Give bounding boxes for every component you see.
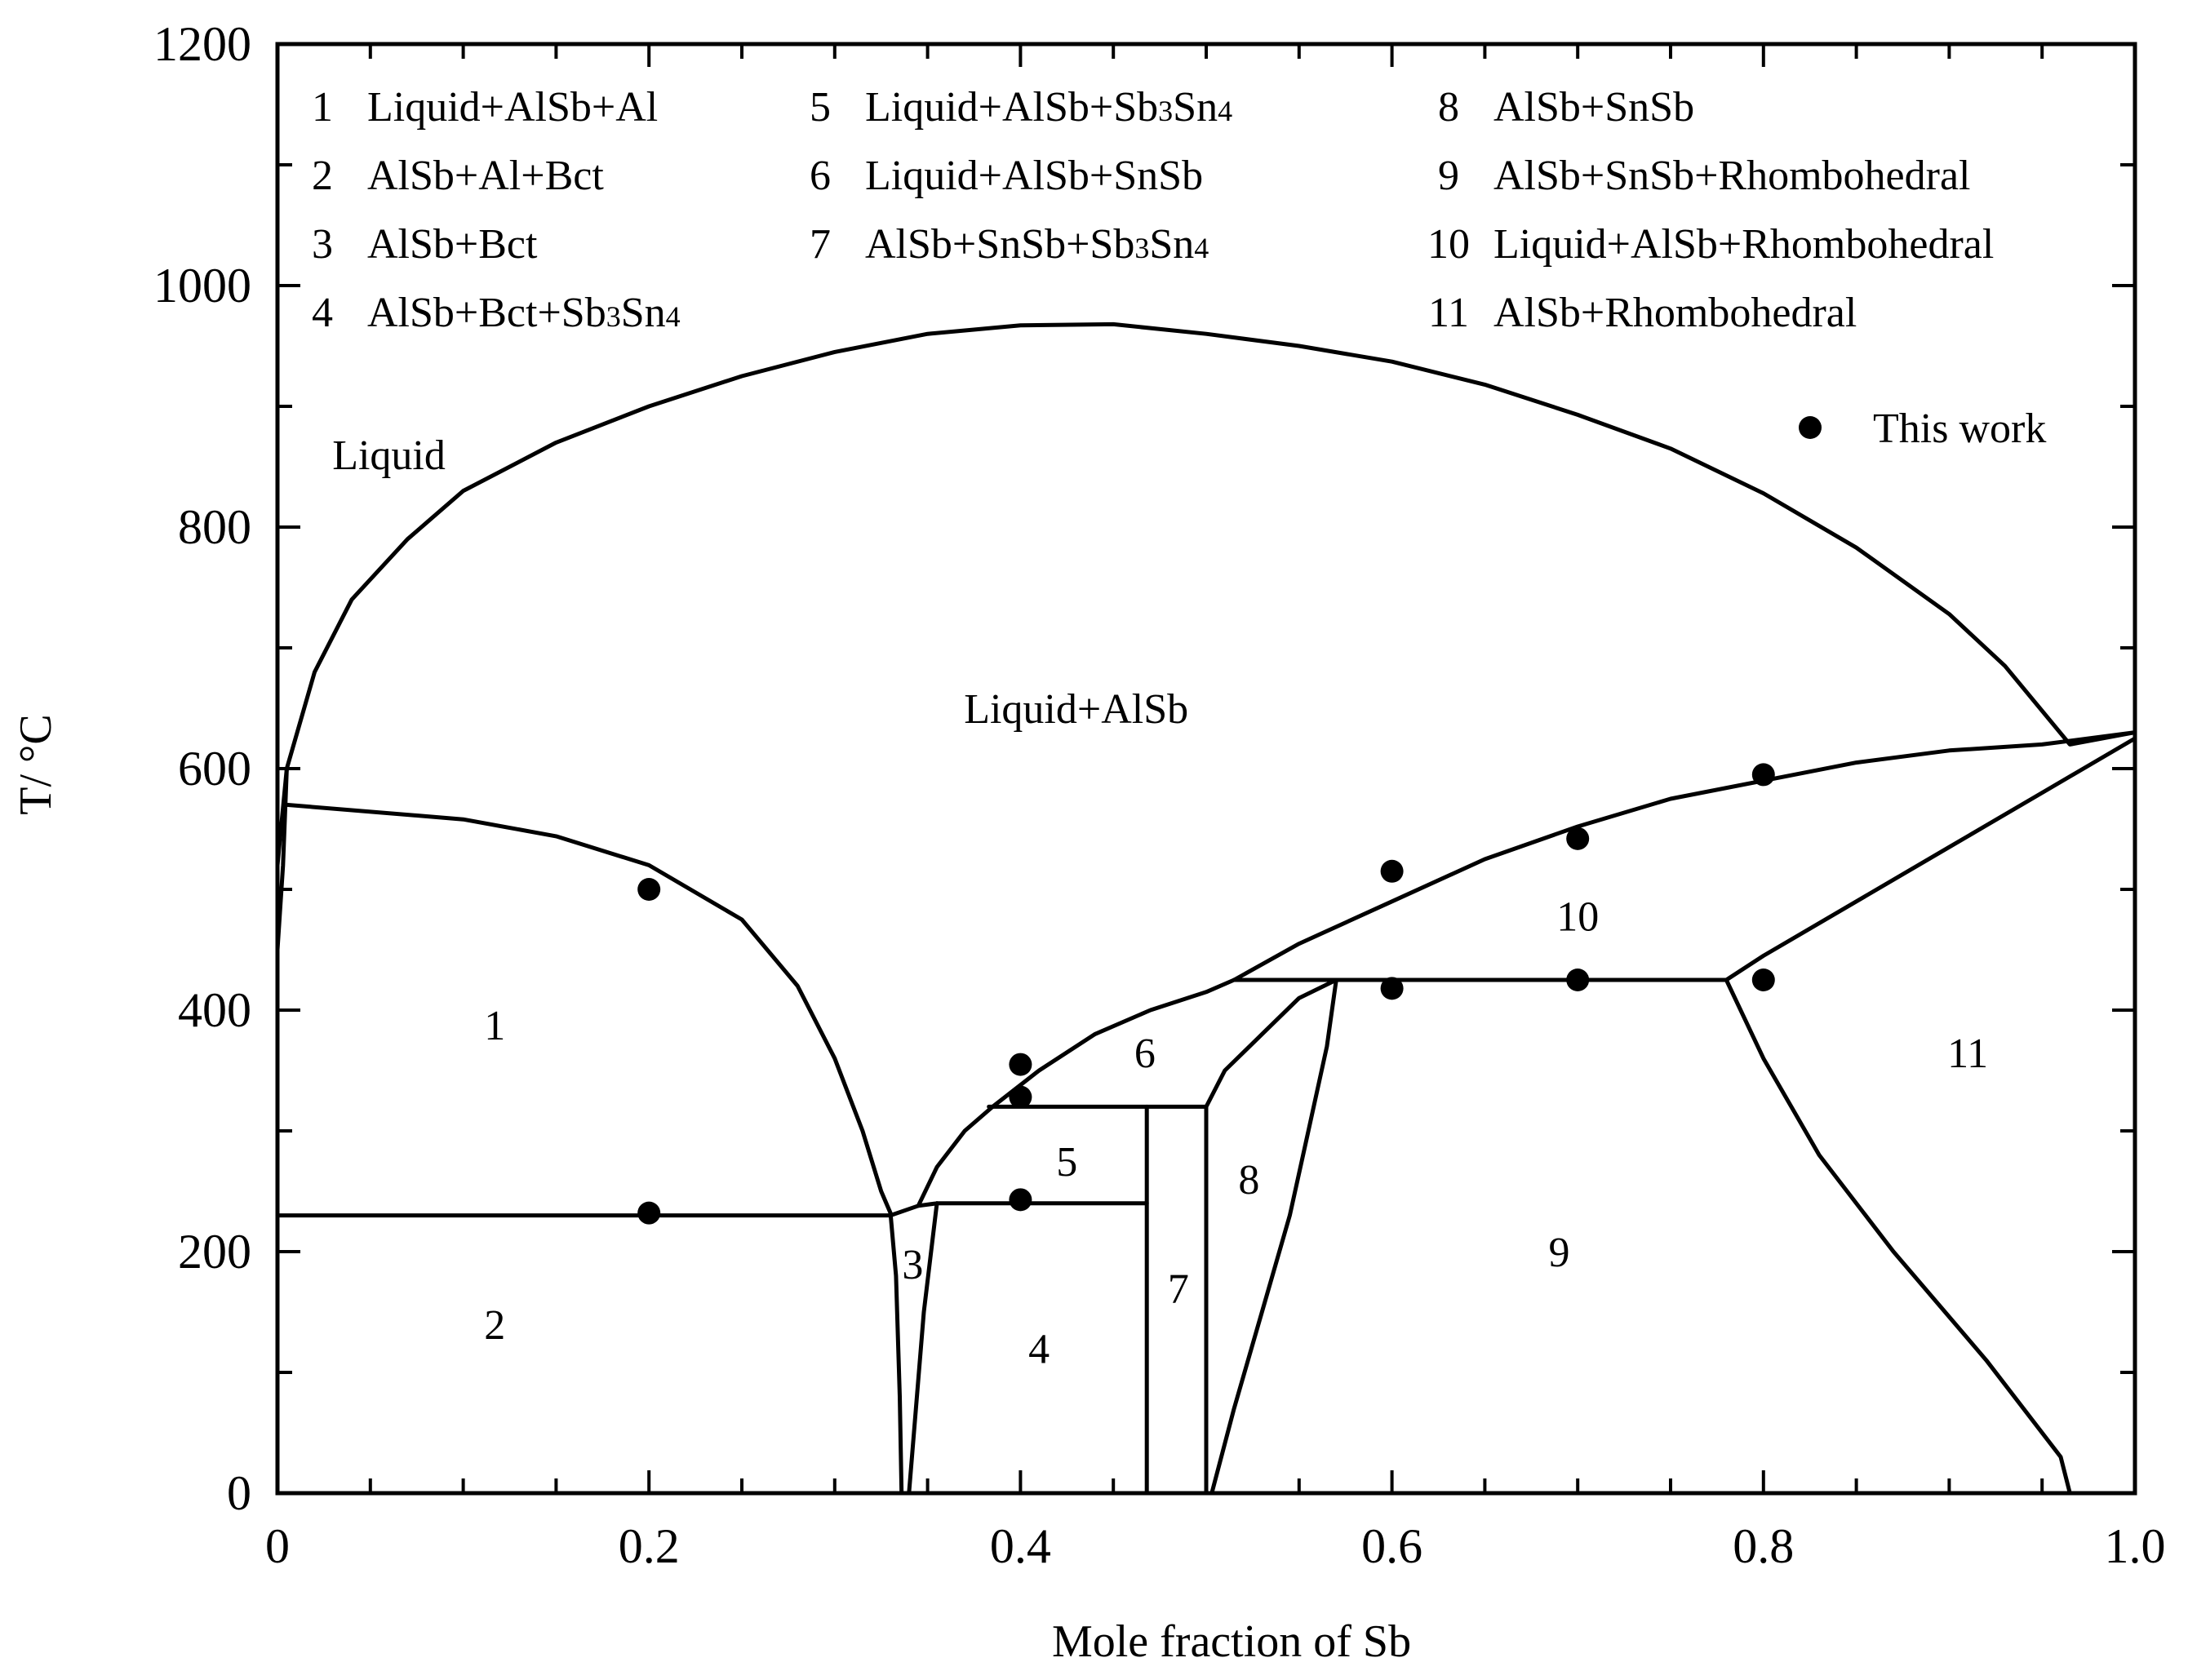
- experimental-points: [637, 763, 1775, 1225]
- region-label: 4: [1028, 1326, 1050, 1372]
- data-point: [1380, 977, 1404, 1000]
- boundary-rhomb-solvus-lower: [1724, 977, 2072, 1496]
- y-tick-label: 0: [227, 1466, 251, 1520]
- legend-label: AlSb+Al+Bct: [367, 153, 604, 199]
- boundary-snsb-right: [1209, 977, 1338, 1496]
- boundary-bct-upper: [916, 1201, 939, 1208]
- region-label: 10: [1556, 894, 1599, 941]
- data-point: [1566, 827, 1590, 850]
- region-label: Liquid+AlSb: [964, 686, 1188, 733]
- legend-number: 1: [312, 84, 333, 131]
- legend-number: 6: [810, 153, 831, 199]
- x-tick-label: 0.6: [1361, 1519, 1422, 1573]
- x-tick-label: 0.8: [1733, 1519, 1794, 1573]
- region-label: 9: [1548, 1230, 1569, 1276]
- legend-label: AlSb+SnSb+Rhombohedral: [1493, 153, 1970, 199]
- legend-label: AlSb+SnSb: [1493, 84, 1694, 131]
- y-axis-title: T/ °C: [11, 714, 61, 815]
- legend-label: AlSb+SnSb+Sb3Sn4: [865, 221, 1209, 268]
- y-tick-label: 800: [178, 500, 251, 554]
- boundary-al-side-liquidus: [275, 766, 289, 952]
- y-tick-label: 1200: [153, 17, 251, 71]
- region-label: 6: [1134, 1031, 1156, 1077]
- data-point: [1009, 1053, 1032, 1076]
- boundary-liquidus: [275, 321, 2137, 867]
- legend-label: Liquid+AlSb+Rhombohedral: [1493, 221, 1994, 268]
- phase-legend: 1 Liquid+AlSb+Al 2 AlSb+Al+Bct 3 AlSb+Bct 4 AlS…: [312, 84, 2046, 452]
- legend-label: Liquid+AlSb+Sb3Sn4: [865, 84, 1232, 131]
- legend-label: AlSb+Rhombohedral: [1493, 290, 1857, 336]
- y-tick-label: 1000: [153, 259, 251, 313]
- legend-number: 10: [1427, 221, 1470, 268]
- region-label: 7: [1168, 1266, 1189, 1312]
- x-tick-label: 1.0: [2105, 1519, 2166, 1573]
- boundary-snsb-top: [1204, 977, 1338, 1109]
- data-point: [1751, 763, 1775, 787]
- data-point: [1009, 1188, 1032, 1212]
- x-tick-label: 0: [265, 1519, 290, 1573]
- region-label: 1: [484, 1003, 505, 1049]
- legend-label: AlSb+Bct+Sb3Sn4: [367, 290, 681, 336]
- y-tick-label: 200: [178, 1225, 251, 1279]
- region-labels: Liquid Liquid+AlSb 1 2 3 4 5 6 7 8 9 10 11: [332, 432, 1988, 1372]
- boundary-bct-boundary: [907, 1201, 939, 1496]
- data-point: [637, 1201, 661, 1225]
- legend-number: 4: [312, 290, 333, 336]
- legend-number: 7: [810, 221, 831, 268]
- x-tick-label: 0.2: [619, 1519, 680, 1573]
- data-point: [1380, 859, 1404, 883]
- region-label: 5: [1056, 1139, 1077, 1186]
- legend-number: 8: [1438, 84, 1459, 131]
- legend-number: 3: [312, 221, 333, 268]
- legend-marker: [1799, 416, 1822, 439]
- x-tick-label: 0.4: [990, 1519, 1051, 1573]
- legend-series-label: This work: [1873, 406, 2046, 452]
- x-axis-title: Mole fraction of Sb: [1052, 1616, 1411, 1667]
- data-point: [1751, 969, 1775, 991]
- boundary-rhomb-liquidus: [1232, 730, 2137, 982]
- legend-number: 11: [1428, 290, 1469, 336]
- legend-label: Liquid+AlSb+SnSb: [865, 153, 1203, 199]
- region-label: Liquid: [332, 432, 446, 479]
- phase-boundaries: [275, 321, 2137, 1496]
- data-point: [1009, 1085, 1032, 1109]
- y-tick-label: 600: [178, 742, 251, 796]
- region-label: 3: [902, 1242, 923, 1288]
- data-point: [1566, 969, 1590, 991]
- legend-number: 9: [1438, 153, 1459, 199]
- region-label: 11: [1947, 1031, 1988, 1077]
- y-tick-label: 400: [178, 983, 251, 1037]
- legend-label: Liquid+AlSb+Al: [367, 84, 658, 131]
- region-label: 2: [484, 1302, 505, 1349]
- boundary-rhomb-solvus-upper: [1724, 736, 2137, 982]
- legend-label: AlSb+Bct: [367, 221, 538, 268]
- legend-number: 2: [312, 153, 333, 199]
- legend-number: 5: [810, 84, 831, 131]
- data-point: [637, 878, 661, 901]
- boundary-al-phase-boundary: [284, 802, 904, 1496]
- region-label: 8: [1238, 1157, 1259, 1203]
